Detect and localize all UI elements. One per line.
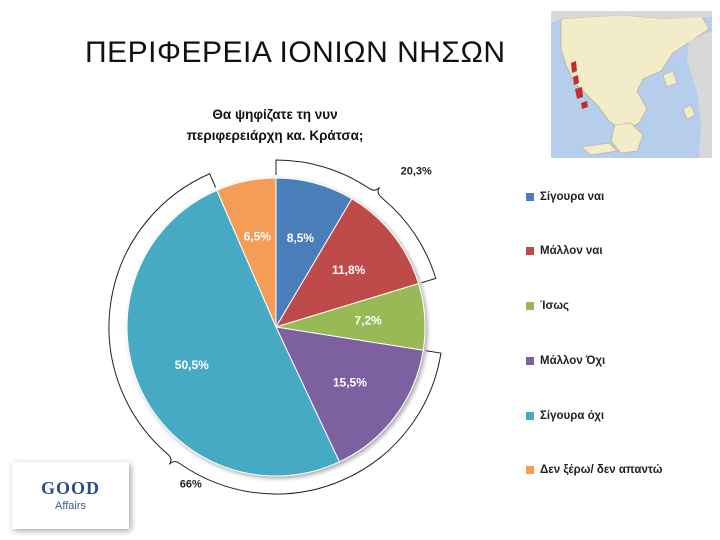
- logo-main-text: GOOD: [40, 478, 100, 498]
- legend-swatch-6: [526, 466, 534, 475]
- pie-slice-2: [274, 198, 420, 328]
- chart-legend: Σίγουρα ναι Μάλλον ναι Ίσως Μάλλον Όχι Σίγου…: [526, 186, 662, 515]
- annotation-label-2: 66%: [180, 478, 202, 490]
- good-affairs-logo: GOOD Affairs: [12, 462, 129, 529]
- legend-swatch-2: [526, 247, 534, 256]
- pie-slice-5: [126, 189, 341, 477]
- legend-item-6: Δεν ξέρω/ δεν απαντώ: [526, 460, 662, 481]
- chart-title-line-2: περιφερειάρχη κα. Κράτσα;: [186, 128, 364, 143]
- annotation-label-1: 20,3%: [401, 165, 432, 177]
- legend-swatch-1: [526, 192, 534, 201]
- legend-label-2: Μάλλον ναι: [540, 245, 603, 258]
- slice-label-1: 8,5%: [287, 231, 315, 245]
- slide-title: ΠΕΡΙΦΕΡΕΙΑ ΙΟΝΙΩΝ ΝΗΣΩΝ: [85, 36, 506, 69]
- slice-label-2: 11,8%: [332, 263, 366, 277]
- legend-label-3: Ίσως: [540, 300, 570, 313]
- legend-item-5: Σίγουρα όχι: [526, 405, 662, 426]
- slice-label-4: 15,5%: [333, 375, 367, 389]
- legend-label-6: Δεν ξέρω/ δεν απαντώ: [540, 464, 663, 477]
- legend-item-3: Ίσως: [526, 296, 662, 317]
- pie-slice-6: [216, 177, 277, 328]
- legend-swatch-5: [526, 411, 534, 420]
- slice-label-6: 6,5%: [244, 230, 272, 244]
- slice-label-5: 50,5%: [175, 358, 209, 372]
- chart-title: Θα ψηφίζατε τη νυν περιφερειάρχη κα. Κρά…: [120, 104, 430, 146]
- logo-sub-text: Affairs: [55, 500, 86, 512]
- legend-item-1: Σίγουρα ναι: [526, 186, 662, 207]
- greece-map: [551, 11, 712, 158]
- legend-swatch-3: [526, 302, 534, 311]
- slice-label-3: 7,2%: [354, 314, 382, 328]
- chart-title-line-1: Θα ψηφίζατε τη νυν: [212, 107, 338, 122]
- legend-label-5: Σίγουρα όχι: [540, 409, 605, 422]
- legend-swatch-4: [526, 356, 534, 365]
- pie-slice-4: [275, 326, 424, 463]
- legend-item-4: Μάλλον Όχι: [526, 350, 662, 371]
- legend-label-1: Σίγουρα ναι: [540, 190, 605, 203]
- legend-item-2: Μάλλον ναι: [526, 241, 662, 262]
- legend-label-4: Μάλλον Όχι: [540, 354, 606, 367]
